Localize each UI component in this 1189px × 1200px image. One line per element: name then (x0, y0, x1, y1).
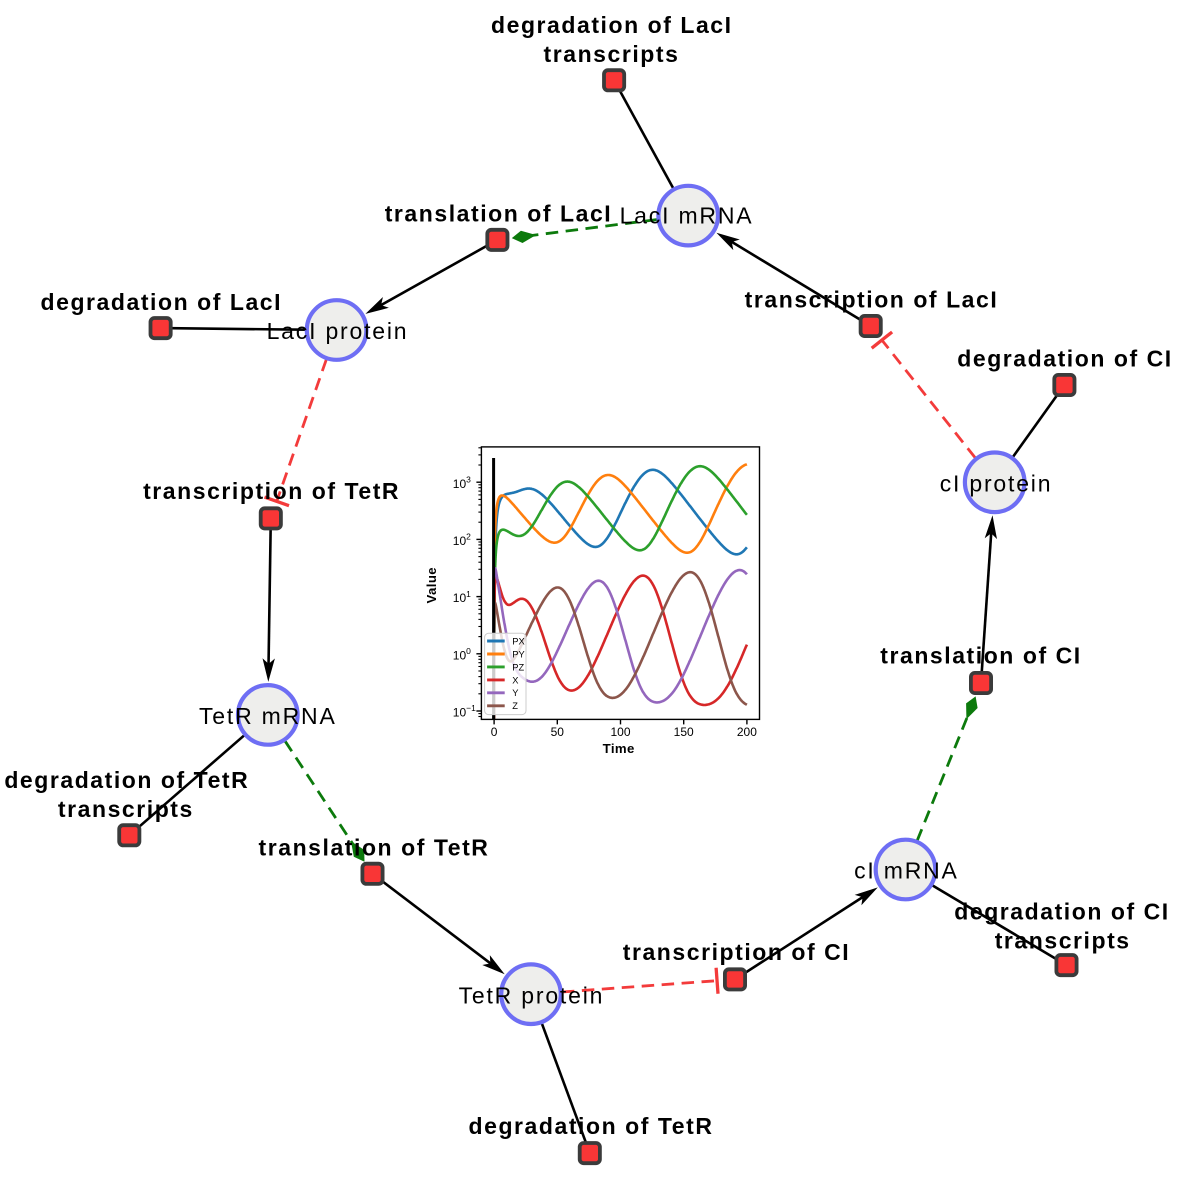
svg-text:translation of CI: translation of CI (880, 643, 1081, 669)
svg-text:degradation of TetR: degradation of TetR (4, 767, 249, 793)
svg-text:Time: Time (603, 741, 635, 756)
svg-text:Value: Value (424, 567, 439, 603)
svg-text:transcription of TetR: transcription of TetR (143, 478, 400, 504)
svg-text:degradation of LacI: degradation of LacI (41, 289, 283, 315)
svg-text:degradation of CI: degradation of CI (957, 346, 1172, 372)
svg-text:100: 100 (610, 725, 630, 739)
svg-text:transcription of CI: transcription of CI (623, 939, 851, 965)
svg-text:TetR mRNA: TetR mRNA (199, 703, 337, 729)
svg-text:LacI protein: LacI protein (267, 318, 409, 344)
svg-text:PZ: PZ (512, 662, 524, 672)
svg-text:Z: Z (512, 701, 518, 711)
svg-text:cI mRNA: cI mRNA (854, 858, 959, 884)
svg-text:10−1: 10−1 (453, 703, 476, 719)
svg-text:102: 102 (453, 532, 471, 548)
svg-text:TetR protein: TetR protein (459, 983, 605, 1009)
svg-text:translation of LacI: translation of LacI (385, 201, 613, 227)
svg-text:0: 0 (491, 725, 498, 739)
svg-text:translation of TetR: translation of TetR (259, 835, 490, 861)
svg-text:50: 50 (551, 725, 565, 739)
svg-text:transcripts: transcripts (544, 41, 680, 67)
svg-text:cI protein: cI protein (940, 471, 1053, 497)
svg-text:LacI mRNA: LacI mRNA (620, 203, 754, 229)
svg-text:X: X (512, 675, 518, 685)
svg-text:degradation of LacI: degradation of LacI (491, 12, 733, 38)
svg-text:100: 100 (453, 646, 471, 662)
svg-text:PX: PX (512, 636, 524, 646)
svg-text:degradation of CI: degradation of CI (954, 899, 1169, 925)
svg-text:PY: PY (512, 649, 524, 659)
svg-text:101: 101 (453, 589, 471, 605)
svg-text:150: 150 (674, 725, 694, 739)
svg-text:103: 103 (453, 474, 471, 490)
svg-text:transcripts: transcripts (995, 928, 1131, 954)
svg-text:Y: Y (512, 688, 518, 698)
svg-text:transcription of LacI: transcription of LacI (745, 287, 999, 313)
svg-text:degradation of TetR: degradation of TetR (469, 1113, 714, 1139)
svg-text:transcripts: transcripts (58, 796, 194, 822)
svg-text:200: 200 (737, 725, 757, 739)
